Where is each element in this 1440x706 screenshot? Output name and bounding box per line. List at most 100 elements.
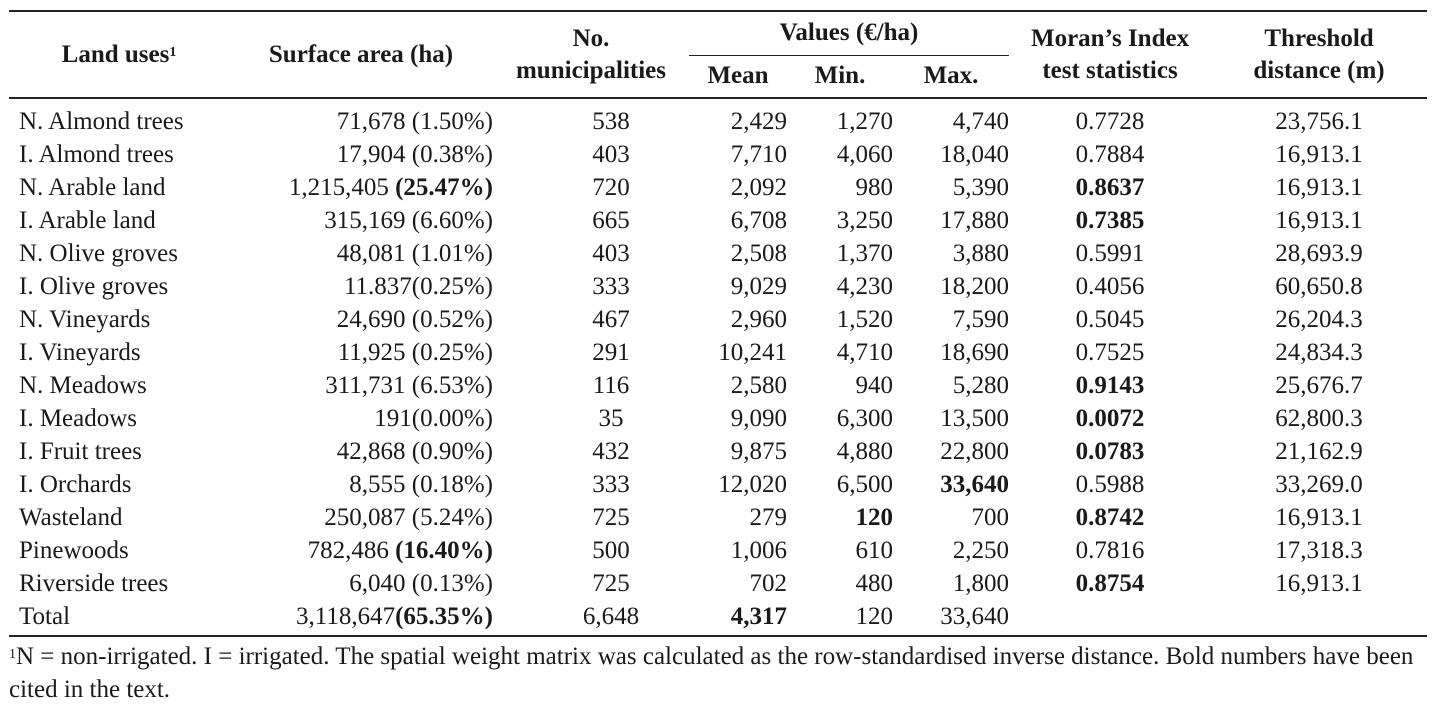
cell-surface-area: 17,904 (0.38%)	[336, 140, 493, 168]
cell-max: 18,040	[940, 140, 1010, 168]
table-row: N. Vineyards 24,690 (0.52%) 467 2,960 1,520 7…	[9, 303, 1427, 336]
cell-threshold: 25,676.7	[1275, 371, 1363, 399]
cell-municipalities: 665	[592, 206, 630, 234]
cell-max: 18,200	[940, 272, 1010, 300]
land-use-table: Land uses1 Surface area (ha) No. municipa…	[9, 10, 1428, 637]
cell-moran: 0.7385	[1075, 206, 1145, 234]
cell-municipalities: 6,648	[582, 602, 640, 630]
cell-mean: 2,508	[730, 239, 787, 267]
cell-municipalities: 432	[592, 437, 630, 465]
table-body: N. Almond trees 71,678 (1.50%) 538 2,429 1,2…	[9, 98, 1428, 636]
cell-max: 1,800	[952, 569, 1010, 597]
cell-moran: 0.7525	[1075, 338, 1145, 366]
cell-min: 4,060	[836, 140, 893, 168]
table-row: Riverside trees 6,040 (0.13%) 725 702 480 1,8…	[9, 567, 1427, 600]
header-values-group: Values (€/ha)	[689, 11, 1010, 56]
cell-surface-area: 24,690 (0.52%)	[336, 305, 493, 333]
footnote-text: N = non-irrigated. I = irrigated. The sp…	[9, 643, 1414, 703]
cell-threshold	[1211, 600, 1427, 636]
cell-mean: 9,029	[730, 272, 787, 300]
cell-max: 5,280	[952, 371, 1010, 399]
table-row: N. Arable land 1,215,405 (25.47%) 720 2,092…	[9, 171, 1427, 204]
cell-municipalities: 333	[592, 272, 630, 300]
cell-mean: 9,090	[730, 404, 787, 432]
cell-max: 17,880	[940, 206, 1010, 234]
cell-surface-area: 782,486 (16.40%)	[307, 536, 493, 564]
cell-min: 940	[855, 371, 894, 399]
cell-municipalities: 720	[592, 173, 630, 201]
cell-max: 33,640	[940, 602, 1010, 630]
footnote-marker: 1	[169, 44, 177, 60]
cell-max: 22,800	[940, 437, 1010, 465]
cell-land-use: I. Vineyards	[19, 338, 141, 366]
table-row: N. Olive groves 48,081 (1.01%) 403 2,508 1,3…	[9, 237, 1427, 270]
cell-municipalities: 291	[592, 338, 630, 366]
cell-mean: 2,580	[730, 371, 787, 399]
cell-min: 610	[855, 536, 894, 564]
cell-surface-area: 3,118,647(65.35%)	[296, 602, 493, 630]
table-row: I. Arable land 315,169 (6.60%) 665 6,708 3,2…	[9, 204, 1427, 237]
cell-mean: 7,710	[730, 140, 787, 168]
cell-max: 5,390	[952, 173, 1010, 201]
cell-land-use: I. Fruit trees	[19, 437, 142, 465]
table-row: I. Meadows 191(0.00%) 35 9,090 6,300 13,500 0.…	[9, 402, 1427, 435]
cell-min: 6,500	[836, 470, 893, 498]
table-row: N. Meadows 311,731 (6.53%) 116 2,580 940 5,28…	[9, 369, 1427, 402]
cell-moran: 0.5991	[1075, 239, 1145, 267]
cell-moran: 0.8754	[1075, 569, 1145, 597]
cell-max: 2,250	[952, 536, 1010, 564]
cell-max: 18,690	[940, 338, 1010, 366]
cell-moran: 0.0783	[1075, 437, 1145, 465]
table-container: Land uses1 Surface area (ha) No. municipa…	[9, 10, 1428, 637]
cell-land-use: I. Arable land	[19, 206, 156, 234]
table-row: I. Fruit trees 42,868 (0.90%) 432 9,875 4,88…	[9, 435, 1427, 468]
cell-municipalities: 333	[592, 470, 630, 498]
cell-min: 6,300	[836, 404, 893, 432]
cell-municipalities: 538	[592, 107, 630, 135]
cell-threshold: 26,204.3	[1275, 305, 1363, 333]
cell-min: 480	[855, 569, 894, 597]
cell-mean: 2,092	[730, 173, 787, 201]
table-row: Wasteland 250,087 (5.24%) 725 279 120 700 0.87…	[9, 501, 1427, 534]
cell-threshold: 24,834.3	[1275, 338, 1363, 366]
cell-land-use: Wasteland	[19, 503, 123, 531]
cell-mean: 9,875	[730, 437, 787, 465]
table-row: I. Vineyards 11,925 (0.25%) 291 10,241 4,710…	[9, 336, 1427, 369]
footnote-sup: 1	[9, 647, 16, 662]
cell-max: 13,500	[940, 404, 1010, 432]
table-row: I. Olive groves 11.837(0.25%) 333 9,029 4,23…	[9, 270, 1427, 303]
header-min: Min.	[787, 55, 893, 99]
cell-land-use: I. Orchards	[19, 470, 132, 498]
cell-threshold: 33,269.0	[1275, 470, 1363, 498]
cell-moran	[1009, 600, 1211, 636]
cell-surface-area: 8,555 (0.18%)	[349, 470, 493, 498]
cell-min: 3,250	[836, 206, 893, 234]
cell-land-use: I. Almond trees	[19, 140, 174, 168]
cell-min: 1,370	[836, 239, 893, 267]
cell-min: 4,710	[836, 338, 893, 366]
cell-min: 120	[855, 503, 894, 531]
cell-min: 1,520	[836, 305, 893, 333]
cell-surface-area: 11,925 (0.25%)	[337, 338, 493, 366]
table-row: N. Almond trees 71,678 (1.50%) 538 2,429 1,2…	[9, 98, 1427, 138]
cell-moran: 0.7884	[1075, 140, 1145, 168]
cell-surface-area: 42,868 (0.90%)	[336, 437, 493, 465]
cell-threshold: 16,913.1	[1275, 503, 1363, 531]
header-surface-area: Surface area (ha)	[229, 11, 493, 99]
cell-land-use: Pinewoods	[19, 536, 129, 564]
cell-threshold: 60,650.8	[1275, 272, 1363, 300]
cell-min: 1,270	[836, 107, 893, 135]
cell-moran: 0.4056	[1075, 272, 1145, 300]
cell-min: 4,230	[836, 272, 893, 300]
cell-mean: 4,317	[730, 602, 787, 630]
cell-municipalities: 116	[592, 371, 630, 399]
cell-threshold: 16,913.1	[1275, 140, 1363, 168]
cell-land-use: N. Almond trees	[19, 107, 184, 135]
cell-moran: 0.7728	[1075, 107, 1145, 135]
table-row: I. Almond trees 17,904 (0.38%) 403 7,710 4,0…	[9, 138, 1427, 171]
cell-max: 3,880	[952, 239, 1010, 267]
cell-max: 7,590	[952, 305, 1010, 333]
cell-moran: 0.7816	[1075, 536, 1145, 564]
cell-mean: 12,020	[718, 470, 787, 498]
cell-min: 4,880	[836, 437, 893, 465]
